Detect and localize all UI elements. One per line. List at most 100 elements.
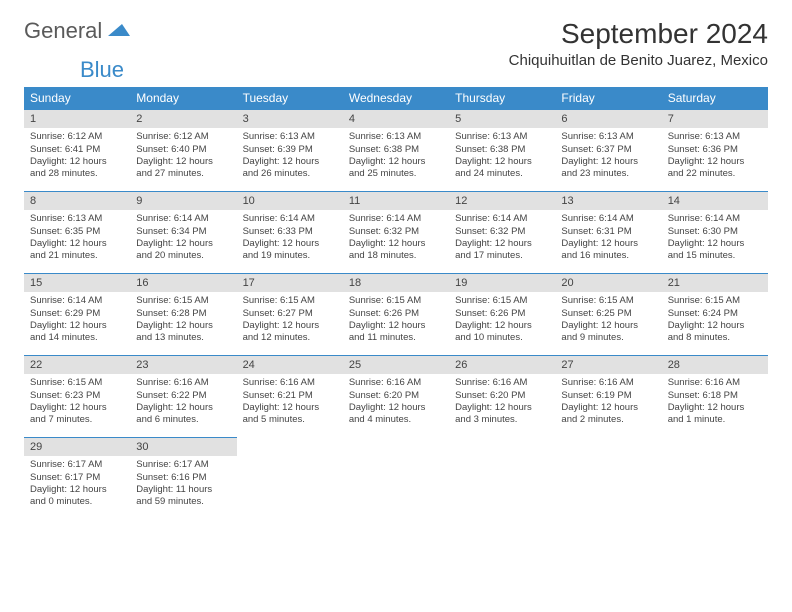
calendar-cell: 13Sunrise: 6:14 AMSunset: 6:31 PMDayligh… (555, 191, 661, 273)
calendar-cell: 18Sunrise: 6:15 AMSunset: 6:26 PMDayligh… (343, 273, 449, 355)
daylight-line2: and 22 minutes. (668, 168, 762, 180)
sunset-line: Sunset: 6:25 PM (561, 308, 655, 320)
daylight-line2: and 23 minutes. (561, 168, 655, 180)
sunset-line: Sunset: 6:34 PM (136, 226, 230, 238)
day-details: Sunrise: 6:15 AMSunset: 6:23 PMDaylight:… (24, 374, 130, 430)
sunrise-line: Sunrise: 6:13 AM (30, 213, 124, 225)
brand-shape-icon (108, 24, 130, 43)
calendar-cell: 29Sunrise: 6:17 AMSunset: 6:17 PMDayligh… (24, 437, 130, 519)
sunrise-line: Sunrise: 6:14 AM (561, 213, 655, 225)
day-number: 22 (24, 355, 130, 374)
day-number: 10 (237, 191, 343, 210)
calendar-cell (555, 437, 661, 519)
sunset-line: Sunset: 6:35 PM (30, 226, 124, 238)
day-number: 7 (662, 109, 768, 128)
day-number: 28 (662, 355, 768, 374)
sunset-line: Sunset: 6:32 PM (349, 226, 443, 238)
calendar-body: 1Sunrise: 6:12 AMSunset: 6:41 PMDaylight… (24, 109, 768, 519)
day-details: Sunrise: 6:15 AMSunset: 6:24 PMDaylight:… (662, 292, 768, 348)
daylight-line2: and 13 minutes. (136, 332, 230, 344)
daylight-line1: Daylight: 12 hours (455, 156, 549, 168)
daylight-line1: Daylight: 12 hours (455, 402, 549, 414)
sunset-line: Sunset: 6:20 PM (455, 390, 549, 402)
calendar-cell: 2Sunrise: 6:12 AMSunset: 6:40 PMDaylight… (130, 109, 236, 191)
weekday-header-row: SundayMondayTuesdayWednesdayThursdayFrid… (24, 87, 768, 109)
daylight-line2: and 25 minutes. (349, 168, 443, 180)
daylight-line1: Daylight: 12 hours (30, 320, 124, 332)
day-details: Sunrise: 6:15 AMSunset: 6:27 PMDaylight:… (237, 292, 343, 348)
day-number: 16 (130, 273, 236, 292)
daylight-line1: Daylight: 12 hours (136, 402, 230, 414)
weekday-header: Saturday (662, 87, 768, 109)
day-number: 6 (555, 109, 661, 128)
sunset-line: Sunset: 6:21 PM (243, 390, 337, 402)
calendar-cell: 6Sunrise: 6:13 AMSunset: 6:37 PMDaylight… (555, 109, 661, 191)
weekday-header: Friday (555, 87, 661, 109)
calendar-cell: 5Sunrise: 6:13 AMSunset: 6:38 PMDaylight… (449, 109, 555, 191)
daylight-line2: and 2 minutes. (561, 414, 655, 426)
sunrise-line: Sunrise: 6:14 AM (668, 213, 762, 225)
daylight-line1: Daylight: 12 hours (561, 320, 655, 332)
daylight-line1: Daylight: 12 hours (30, 402, 124, 414)
day-details: Sunrise: 6:17 AMSunset: 6:16 PMDaylight:… (130, 456, 236, 512)
daylight-line1: Daylight: 12 hours (136, 320, 230, 332)
sunrise-line: Sunrise: 6:14 AM (349, 213, 443, 225)
sunset-line: Sunset: 6:33 PM (243, 226, 337, 238)
daylight-line1: Daylight: 12 hours (668, 238, 762, 250)
daylight-line2: and 21 minutes. (30, 250, 124, 262)
daylight-line1: Daylight: 12 hours (455, 320, 549, 332)
day-number: 14 (662, 191, 768, 210)
daylight-line1: Daylight: 12 hours (30, 484, 124, 496)
sunrise-line: Sunrise: 6:13 AM (668, 131, 762, 143)
day-details: Sunrise: 6:14 AMSunset: 6:33 PMDaylight:… (237, 210, 343, 266)
sunset-line: Sunset: 6:26 PM (455, 308, 549, 320)
daylight-line2: and 9 minutes. (561, 332, 655, 344)
calendar-table: SundayMondayTuesdayWednesdayThursdayFrid… (24, 87, 768, 519)
day-details: Sunrise: 6:15 AMSunset: 6:25 PMDaylight:… (555, 292, 661, 348)
calendar-cell: 22Sunrise: 6:15 AMSunset: 6:23 PMDayligh… (24, 355, 130, 437)
daylight-line2: and 8 minutes. (668, 332, 762, 344)
sunset-line: Sunset: 6:27 PM (243, 308, 337, 320)
sunrise-line: Sunrise: 6:15 AM (30, 377, 124, 389)
sunset-line: Sunset: 6:40 PM (136, 144, 230, 156)
daylight-line2: and 19 minutes. (243, 250, 337, 262)
daylight-line1: Daylight: 12 hours (349, 320, 443, 332)
daylight-line1: Daylight: 12 hours (30, 156, 124, 168)
calendar-cell (237, 437, 343, 519)
calendar-cell: 16Sunrise: 6:15 AMSunset: 6:28 PMDayligh… (130, 273, 236, 355)
day-number: 30 (130, 437, 236, 456)
calendar-cell: 23Sunrise: 6:16 AMSunset: 6:22 PMDayligh… (130, 355, 236, 437)
day-number: 3 (237, 109, 343, 128)
sunset-line: Sunset: 6:26 PM (349, 308, 443, 320)
day-details: Sunrise: 6:16 AMSunset: 6:22 PMDaylight:… (130, 374, 236, 430)
daylight-line2: and 59 minutes. (136, 496, 230, 508)
daylight-line1: Daylight: 12 hours (243, 156, 337, 168)
daylight-line1: Daylight: 12 hours (561, 156, 655, 168)
daylight-line1: Daylight: 12 hours (561, 238, 655, 250)
day-details: Sunrise: 6:15 AMSunset: 6:26 PMDaylight:… (449, 292, 555, 348)
day-details: Sunrise: 6:12 AMSunset: 6:41 PMDaylight:… (24, 128, 130, 184)
sunrise-line: Sunrise: 6:17 AM (136, 459, 230, 471)
day-details: Sunrise: 6:16 AMSunset: 6:18 PMDaylight:… (662, 374, 768, 430)
day-details: Sunrise: 6:15 AMSunset: 6:26 PMDaylight:… (343, 292, 449, 348)
day-details: Sunrise: 6:16 AMSunset: 6:20 PMDaylight:… (343, 374, 449, 430)
day-number: 4 (343, 109, 449, 128)
weekday-header: Monday (130, 87, 236, 109)
daylight-line1: Daylight: 12 hours (561, 402, 655, 414)
weekday-header: Tuesday (237, 87, 343, 109)
sunset-line: Sunset: 6:18 PM (668, 390, 762, 402)
daylight-line1: Daylight: 12 hours (668, 320, 762, 332)
day-details: Sunrise: 6:16 AMSunset: 6:21 PMDaylight:… (237, 374, 343, 430)
daylight-line2: and 26 minutes. (243, 168, 337, 180)
day-number: 17 (237, 273, 343, 292)
daylight-line2: and 18 minutes. (349, 250, 443, 262)
sunset-line: Sunset: 6:29 PM (30, 308, 124, 320)
daylight-line2: and 20 minutes. (136, 250, 230, 262)
calendar-cell: 26Sunrise: 6:16 AMSunset: 6:20 PMDayligh… (449, 355, 555, 437)
calendar-cell: 19Sunrise: 6:15 AMSunset: 6:26 PMDayligh… (449, 273, 555, 355)
brand-logo: General (24, 18, 132, 44)
day-details: Sunrise: 6:13 AMSunset: 6:36 PMDaylight:… (662, 128, 768, 184)
calendar-week-row: 8Sunrise: 6:13 AMSunset: 6:35 PMDaylight… (24, 191, 768, 273)
sunrise-line: Sunrise: 6:17 AM (30, 459, 124, 471)
sunrise-line: Sunrise: 6:16 AM (136, 377, 230, 389)
